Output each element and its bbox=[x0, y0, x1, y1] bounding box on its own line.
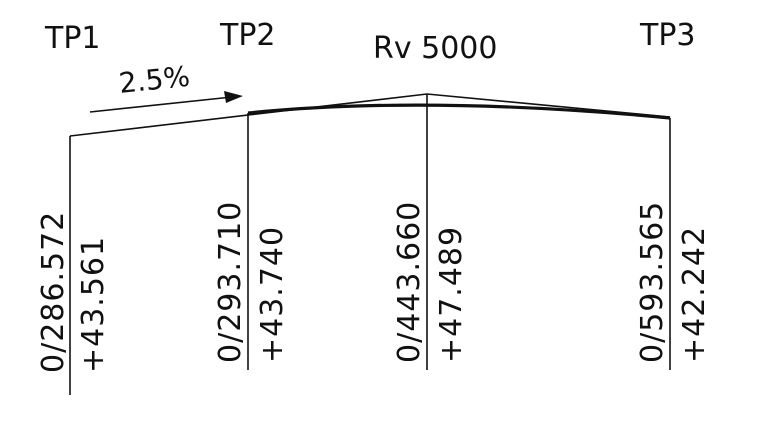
elevation-label-pi: +47.489 bbox=[434, 226, 469, 363]
grade-arrow-line bbox=[89, 96, 233, 113]
vertical-curve bbox=[247, 103, 671, 120]
grade-arrow-head bbox=[224, 91, 243, 103]
elevation-label-tp3: +42.242 bbox=[677, 226, 712, 363]
point-label-tp2: TP2 bbox=[219, 18, 276, 53]
chainage-label-tp2: 0/293.710 bbox=[213, 201, 248, 363]
point-label-tp1: TP1 bbox=[44, 21, 101, 56]
chainage-label-pi: 0/443.660 bbox=[392, 201, 427, 363]
elevation-label-tp2: +43.740 bbox=[255, 226, 290, 363]
curve-radius-label: Rv 5000 bbox=[373, 31, 497, 66]
chainage-label-tp1: 0/286.572 bbox=[36, 211, 71, 373]
point-label-tp3: TP3 bbox=[639, 18, 696, 53]
grade-label: 2.5% bbox=[117, 60, 191, 100]
elevation-label-tp1: +43.561 bbox=[76, 236, 111, 373]
chainage-label-tp3: 0/593.565 bbox=[635, 201, 670, 363]
